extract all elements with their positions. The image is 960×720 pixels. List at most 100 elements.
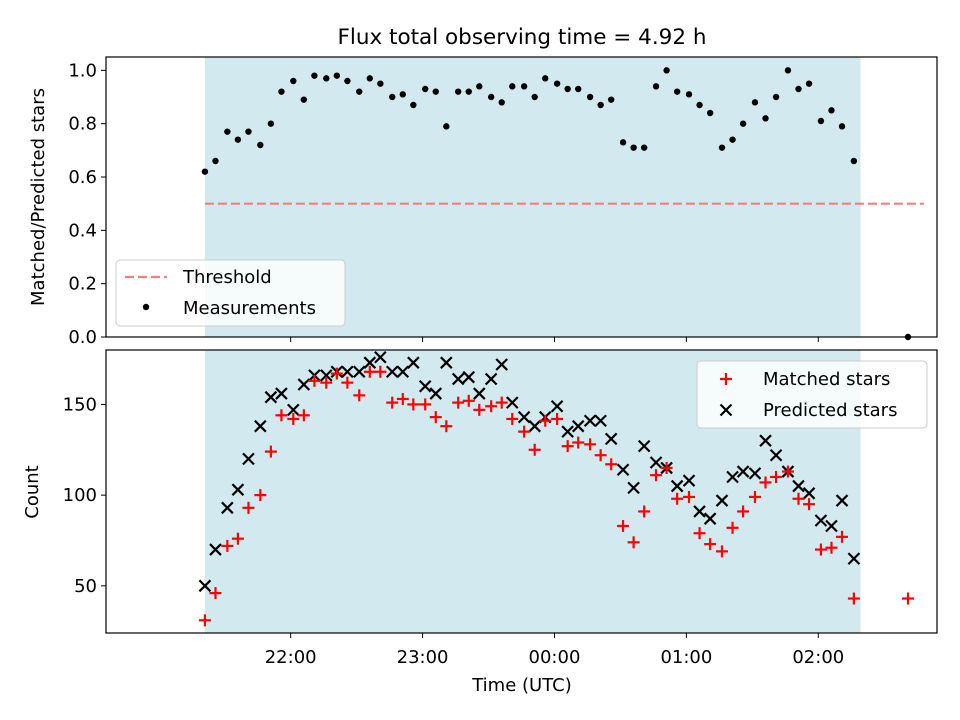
measurement-point bbox=[333, 72, 341, 79]
matched-stars-point bbox=[836, 530, 849, 543]
legend-predicted-swatch bbox=[719, 403, 733, 417]
measurement-point bbox=[751, 99, 759, 106]
predicted-stars-point-b bbox=[748, 467, 762, 480]
x-tick-label: 01:00 bbox=[660, 647, 712, 668]
predicted-stars-point-b bbox=[473, 387, 486, 400]
predicted-stars-point bbox=[528, 419, 541, 433]
measurement-point bbox=[366, 75, 374, 82]
matched-stars-point bbox=[231, 532, 244, 545]
measurement-point bbox=[673, 88, 681, 95]
predicted-stars-point bbox=[462, 370, 476, 384]
predicted-stars-point bbox=[748, 467, 762, 480]
measurement-point bbox=[509, 83, 516, 90]
measurement-point bbox=[706, 109, 714, 117]
top-legend-box bbox=[115, 259, 346, 327]
bottom-y-tick-label: 100 bbox=[63, 485, 97, 506]
measurement-point bbox=[344, 77, 351, 85]
predicted-stars-point bbox=[484, 372, 498, 386]
bottom-legend: Matched stars Predicted stars bbox=[696, 360, 928, 429]
predicted-stars-point-b bbox=[484, 372, 498, 386]
measurement-point bbox=[476, 83, 483, 90]
measurement-point bbox=[850, 157, 858, 165]
matched-stars-point bbox=[209, 587, 222, 600]
predicted-stars-point bbox=[825, 519, 838, 533]
legend-matched-swatch bbox=[720, 373, 732, 385]
matched-stars-point bbox=[452, 396, 465, 409]
matched-stars-point bbox=[770, 470, 783, 483]
predicted-stars-point-b bbox=[637, 439, 651, 453]
matched-stars-point bbox=[528, 443, 541, 456]
predicted-stars-point bbox=[374, 350, 387, 364]
matched-stars-point bbox=[803, 498, 816, 511]
predicted-stars-point-b bbox=[198, 579, 212, 593]
measurement-point bbox=[234, 136, 242, 143]
bottom-y-tick-label: 50 bbox=[74, 576, 97, 597]
predicted-stars-point-b bbox=[451, 372, 465, 386]
predicted-stars-point bbox=[418, 380, 432, 393]
matched-stars-point bbox=[847, 592, 860, 605]
matched-stars-point bbox=[407, 398, 420, 411]
matched-stars-point bbox=[825, 541, 838, 554]
matched-stars-point bbox=[518, 425, 531, 438]
legend-threshold-label: Threshold bbox=[182, 267, 272, 288]
bottom-axes-frame bbox=[105, 349, 938, 634]
predicted-stars-point bbox=[275, 387, 288, 400]
bottom-y-axis-label: Count bbox=[22, 465, 43, 518]
measurement-point bbox=[498, 99, 505, 106]
measurement-point bbox=[300, 96, 308, 103]
predicted-stars-point-b bbox=[561, 425, 574, 438]
x-tick-label: 00:00 bbox=[529, 647, 581, 668]
predicted-stars-point bbox=[835, 494, 849, 507]
predicted-stars-point bbox=[715, 494, 729, 507]
predicted-stars-point bbox=[231, 483, 245, 496]
matched-stars-point bbox=[781, 465, 794, 478]
predicted-stars-point bbox=[649, 456, 663, 469]
measurement-point bbox=[257, 141, 264, 149]
measurement-point bbox=[630, 144, 637, 151]
measurement-point bbox=[619, 139, 627, 146]
predicted-stars-point bbox=[703, 512, 717, 525]
predicted-stars-point bbox=[627, 481, 640, 495]
predicted-stars-point-b bbox=[385, 365, 399, 379]
predicted-stars-point bbox=[792, 479, 805, 493]
measurement-point bbox=[443, 123, 450, 130]
measurement-point bbox=[575, 85, 582, 93]
predicted-stars-point bbox=[505, 396, 519, 409]
matched-stars-point bbox=[419, 398, 432, 411]
matched-stars-point bbox=[275, 409, 288, 422]
predicted-stars-point-b bbox=[528, 419, 541, 433]
predicted-stars-point bbox=[242, 452, 255, 466]
top-y-tick-label: 0.6 bbox=[68, 167, 97, 188]
predicted-stars-point bbox=[352, 365, 366, 379]
matched-stars-point bbox=[594, 449, 607, 462]
bottom-x-axis: 22:00 23:00 00:00 01:00 02:00 bbox=[265, 633, 844, 668]
measurement-point bbox=[640, 144, 648, 151]
predicted-stars-point bbox=[385, 365, 399, 379]
matched-stars-point bbox=[539, 414, 552, 427]
predicted-stars-point-b bbox=[825, 519, 838, 533]
predicted-stars-point-b bbox=[571, 419, 585, 433]
bottom-panel: 50 100 150 22:00 23:00 00:00 01:00 02:00 Count… bbox=[22, 349, 938, 696]
predicted-stars-point-b bbox=[670, 479, 684, 493]
matched-stars-point bbox=[221, 539, 234, 552]
predicted-stars-point-b bbox=[341, 365, 354, 379]
predicted-stars-point-b bbox=[616, 463, 630, 477]
matched-stars-point bbox=[901, 592, 914, 605]
measurement-point bbox=[784, 67, 792, 74]
measurement-point bbox=[828, 107, 835, 114]
top-panel: 0.0 0.2 0.4 0.6 0.8 1.0 Matched/Predicted sta… bbox=[28, 56, 938, 348]
predicted-stars-point bbox=[693, 505, 706, 518]
matched-stars-point bbox=[748, 490, 761, 503]
measurement-point bbox=[685, 91, 693, 98]
measurement-point bbox=[520, 83, 528, 90]
matched-stars-point bbox=[660, 461, 673, 474]
predicted-stars-point bbox=[759, 434, 772, 447]
predicted-stars-point-b bbox=[604, 432, 618, 446]
predicted-stars-point-b bbox=[726, 470, 739, 484]
measurement-point bbox=[663, 67, 670, 74]
measurement-point bbox=[377, 80, 384, 87]
measurement-point bbox=[772, 93, 780, 101]
measurement-point bbox=[652, 83, 660, 90]
matched-stars-point bbox=[330, 367, 343, 380]
measurement-point bbox=[278, 88, 285, 95]
